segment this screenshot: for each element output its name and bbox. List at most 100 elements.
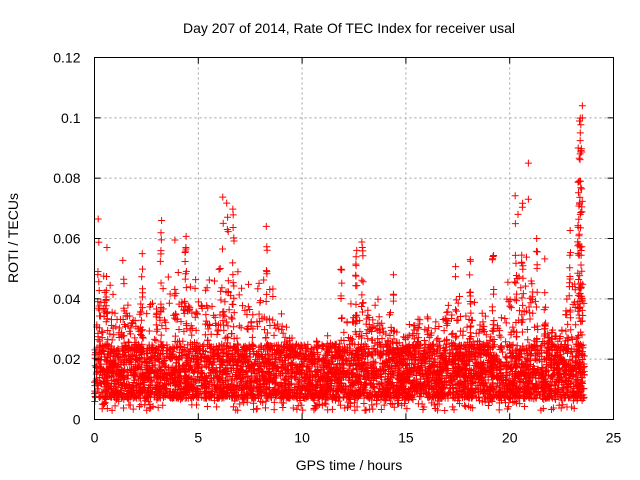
data-point [562,307,570,315]
data-point [513,399,521,407]
data-point [416,320,424,328]
data-point [263,290,271,298]
data-point [228,315,236,323]
data-point [423,313,431,321]
data-point [425,324,433,332]
data-point [555,401,563,409]
data-point [124,301,132,309]
data-point [362,406,370,414]
data-point [224,277,232,285]
data-point [108,336,116,344]
data-point [506,302,514,310]
data-point [186,283,194,291]
data-point [221,298,229,306]
data-point [511,278,519,286]
data-point [98,328,106,336]
data-point [490,317,498,325]
data-point [294,402,302,410]
data-point [347,300,355,308]
data-point [440,327,448,335]
data-point [238,284,246,292]
data-point [469,404,477,412]
data-point [506,296,514,304]
data-point [299,406,307,414]
data-point [229,300,237,308]
data-point [234,268,242,276]
data-point [235,291,243,299]
data-point [468,316,476,324]
data-point [208,302,216,310]
data-point [373,400,381,408]
data-point [462,403,470,411]
data-point [201,347,209,355]
data-point [374,371,382,379]
data-point [99,328,107,336]
data-point [525,303,533,311]
data-point [521,403,529,411]
data-point [143,310,151,318]
data-point [202,317,210,325]
data-point [343,318,351,326]
data-point [95,286,103,294]
data-point [198,302,206,310]
data-point [188,331,196,339]
data-point [255,279,263,287]
data-point [322,400,330,408]
data-point [502,338,510,346]
data-point [191,284,199,292]
data-point [388,326,396,334]
data-point [92,389,100,397]
data-point [574,332,582,340]
data-point [455,392,463,400]
data-point [279,404,287,412]
data-point [324,332,332,340]
data-point [549,404,557,412]
data-point [137,316,145,324]
data-point [360,399,368,407]
data-point [203,403,211,411]
data-point [131,334,139,342]
data-point [504,278,512,286]
data-point [579,352,587,360]
data-point [526,309,534,317]
data-point [543,367,551,375]
data-point [522,282,530,290]
data-point [532,303,540,311]
data-point [162,325,170,333]
data-point [328,405,336,413]
data-point [343,394,351,402]
data-point [461,401,469,409]
data-point [369,316,377,324]
data-point [159,401,167,409]
data-point [386,332,394,340]
data-point [152,321,160,329]
data-point [262,334,270,342]
data-point [188,401,196,409]
data-point [200,341,208,349]
data-point [374,327,382,335]
data-point [229,279,237,287]
data-point [410,322,418,330]
data-point [245,280,253,288]
data-point [572,321,580,329]
data-point [340,328,348,336]
data-point [266,286,274,294]
data-point [211,277,219,285]
data-point [192,308,200,316]
data-point [434,334,442,342]
data-point [548,406,556,414]
data-point [98,334,106,342]
data-point [193,310,201,318]
data-point [444,301,452,309]
data-point [495,406,503,414]
data-point [502,369,510,377]
data-point [531,297,539,305]
data-point [231,376,239,384]
data-point [501,315,509,323]
data-point [524,336,532,344]
data-point [558,327,566,335]
data-point [358,291,366,299]
data-point [272,324,280,332]
data-point [270,398,278,406]
data-point [202,311,210,319]
